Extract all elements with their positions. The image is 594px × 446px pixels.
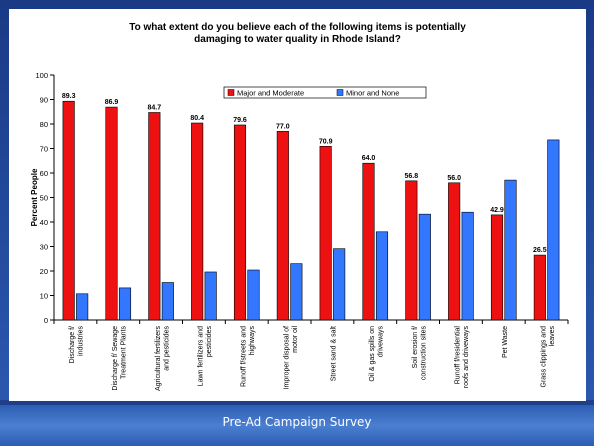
y-tick-label: 50 <box>40 194 48 203</box>
x-category-label: Lawn fertilizers and <box>198 326 205 386</box>
bar-major-moderate <box>233 124 247 321</box>
bar-major-moderate <box>191 122 204 321</box>
x-category-label: roofs and driveways <box>463 326 470 389</box>
bar-minor-none <box>375 231 389 321</box>
x-category-label: Street sand & salt <box>330 326 337 381</box>
x-category-label: Pet Waste <box>502 326 509 358</box>
bar-minor-none <box>247 269 260 321</box>
y-axis-title: Percent People <box>30 168 39 226</box>
data-label: 89.3 <box>62 93 76 100</box>
y-tick-label: 80 <box>40 120 48 129</box>
y-tick-label: 40 <box>40 218 48 227</box>
data-label: 64.0 <box>362 155 376 162</box>
x-category-label: motor oil <box>292 326 299 353</box>
bar-major-moderate <box>405 180 418 321</box>
data-label: 26.5 <box>533 247 547 254</box>
x-category-label: driveways <box>378 326 385 358</box>
y-tick-label: 10 <box>40 292 48 301</box>
x-category-label: Runoff f/streets and <box>241 326 248 387</box>
legend-swatch-minor-none <box>336 89 344 96</box>
legend-label-major-moderate: Major and Moderate <box>237 89 304 98</box>
x-category-label: Improper disposal of <box>283 326 290 389</box>
bar-major-moderate <box>362 162 375 321</box>
bar-major-moderate <box>448 182 461 321</box>
x-category-label: Soil erosion f/ <box>412 326 419 368</box>
x-category-label: pesticides <box>206 326 213 358</box>
chart-title-line-1: To what extent do you believe each of th… <box>129 22 466 33</box>
chart-title-line-2: damaging to water quality in Rhode Islan… <box>194 34 401 45</box>
bar-chart: 0 10 20 30 40 50 60 70 80 90 100 Percent People 89.3… <box>30 71 569 391</box>
bar-minor-none <box>418 213 431 321</box>
x-category-label: construction sites <box>420 326 427 381</box>
bar-minor-none <box>204 271 217 321</box>
y-tick-label: 90 <box>40 96 48 105</box>
bar-minor-none <box>333 248 346 321</box>
bar-minor-none <box>290 263 303 321</box>
data-label: 79.6 <box>233 117 247 124</box>
bar-major-moderate <box>490 214 504 321</box>
legend-label-minor-none: Minor and None <box>346 89 399 98</box>
x-category-label: and pesticides <box>163 326 170 371</box>
footer-band <box>0 405 594 446</box>
bar-minor-none <box>461 211 474 321</box>
data-label: 80.4 <box>190 115 204 122</box>
bar-minor-none <box>504 179 517 321</box>
x-category-label: Oil & gas spills on <box>369 326 376 382</box>
bar-minor-none <box>118 287 132 321</box>
bar-major-moderate <box>105 106 118 321</box>
x-category-label: Runoff f/residential <box>455 326 462 385</box>
bar-minor-none <box>76 293 89 321</box>
data-label: 70.9 <box>319 138 333 145</box>
x-category-label: leaves <box>549 326 556 347</box>
bar-minor-none <box>161 282 174 321</box>
bar-major-moderate <box>148 112 161 321</box>
y-tick-label: 60 <box>40 169 48 178</box>
y-tick-label: 70 <box>40 145 48 154</box>
x-category-label: Discharge f/ Sewage <box>112 326 119 391</box>
bar-major-moderate <box>276 131 289 321</box>
y-tick-label: 0 <box>44 316 48 325</box>
x-category-label: Treatment Plants <box>121 326 128 380</box>
x-category-label: industries <box>78 326 85 356</box>
x-category-label: highways <box>249 326 256 356</box>
data-label: 77.0 <box>276 123 290 130</box>
bar-minor-none <box>547 139 560 321</box>
legend-box <box>223 86 427 99</box>
legend-swatch-major-moderate <box>227 89 235 96</box>
data-label: 56.8 <box>405 173 419 180</box>
x-category-label: Grass clippings and <box>540 326 547 388</box>
bar-major-moderate <box>533 254 546 321</box>
chart-panel <box>9 9 586 401</box>
data-label: 56.0 <box>447 175 461 182</box>
x-category-label: Agricultural fertilizers <box>155 326 162 391</box>
y-tick-label: 30 <box>40 243 48 252</box>
y-tick-label: 20 <box>40 267 48 276</box>
data-label: 86.9 <box>105 99 119 106</box>
bar-major-moderate <box>319 145 332 321</box>
data-label: 84.7 <box>148 104 162 111</box>
y-tick-label: 100 <box>35 71 48 80</box>
data-label: 42.9 <box>490 207 504 214</box>
chart-title: To what extent do you believe each of th… <box>9 22 586 46</box>
bar-major-moderate <box>62 100 75 321</box>
footer-caption: Pre-Ad Campaign Survey <box>222 415 372 429</box>
x-category-label: Discharge f/ <box>69 326 76 363</box>
